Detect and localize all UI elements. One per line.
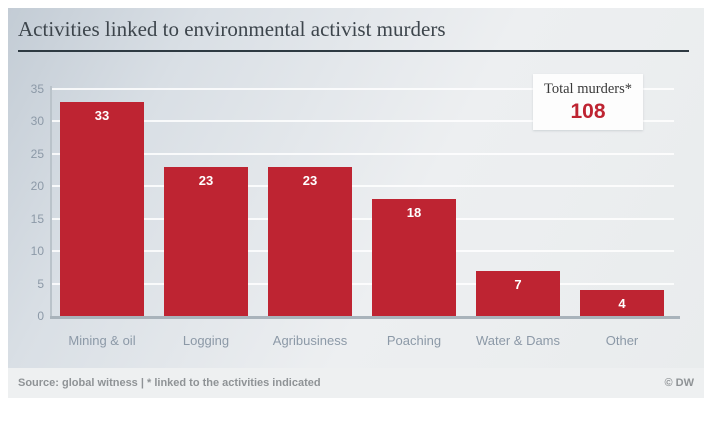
x-category-label: Mining & oil (68, 333, 136, 348)
gridline (50, 217, 674, 220)
y-tick-label: 5 (37, 276, 44, 291)
x-category-label: Logging (182, 333, 230, 348)
total-murders-box: Total murders* 108 (533, 74, 643, 130)
bar: 23 (268, 166, 352, 316)
gridline (50, 120, 674, 122)
source-note: Source: global witness | * linked to the… (18, 377, 321, 389)
bar-value-label: 23 (198, 172, 214, 188)
bar-value-label: 23 (302, 172, 318, 188)
dw-credit: © DW (664, 377, 695, 389)
total-murders-value: 108 (570, 100, 606, 123)
x-axis-line (50, 316, 680, 319)
gridline (50, 282, 674, 285)
bar: 23 (164, 166, 248, 316)
x-category-label: Other (605, 333, 639, 348)
bar: 4 (580, 290, 664, 316)
x-category-label: Agribusiness (272, 333, 348, 348)
x-category-label: Water & Dams (475, 333, 561, 348)
y-tick-label: 10 (30, 244, 44, 258)
total-murders-label: Total murders* (544, 81, 632, 97)
y-tick-label: 35 (30, 81, 44, 96)
bar: 18 (372, 199, 456, 316)
chart-title: Activities linked to environmental activ… (18, 17, 446, 41)
x-category-label: Poaching (386, 333, 442, 348)
y-tick-label: 15 (30, 211, 44, 226)
gridline (50, 185, 674, 187)
title-underline (18, 50, 689, 52)
y-tick-label: 25 (30, 146, 44, 161)
bar-value-label: 7 (514, 276, 522, 292)
bar: 33 (60, 101, 144, 316)
gridline (50, 250, 674, 252)
bar-value-label: 18 (406, 205, 422, 220)
y-tick-label: 0 (37, 309, 44, 323)
gridline (50, 152, 674, 155)
bar-value-label: 4 (618, 296, 626, 311)
y-axis-line (50, 86, 52, 316)
bar-value-label: 33 (94, 107, 110, 123)
y-tick-label: 30 (30, 114, 44, 128)
chart-panel: Activities linked to environmental activ… (8, 8, 704, 368)
gridline (50, 87, 674, 90)
bar: 7 (476, 270, 560, 316)
y-tick-label: 20 (30, 179, 44, 193)
footer-bar: Source: global witness | * linked to the… (8, 368, 704, 398)
